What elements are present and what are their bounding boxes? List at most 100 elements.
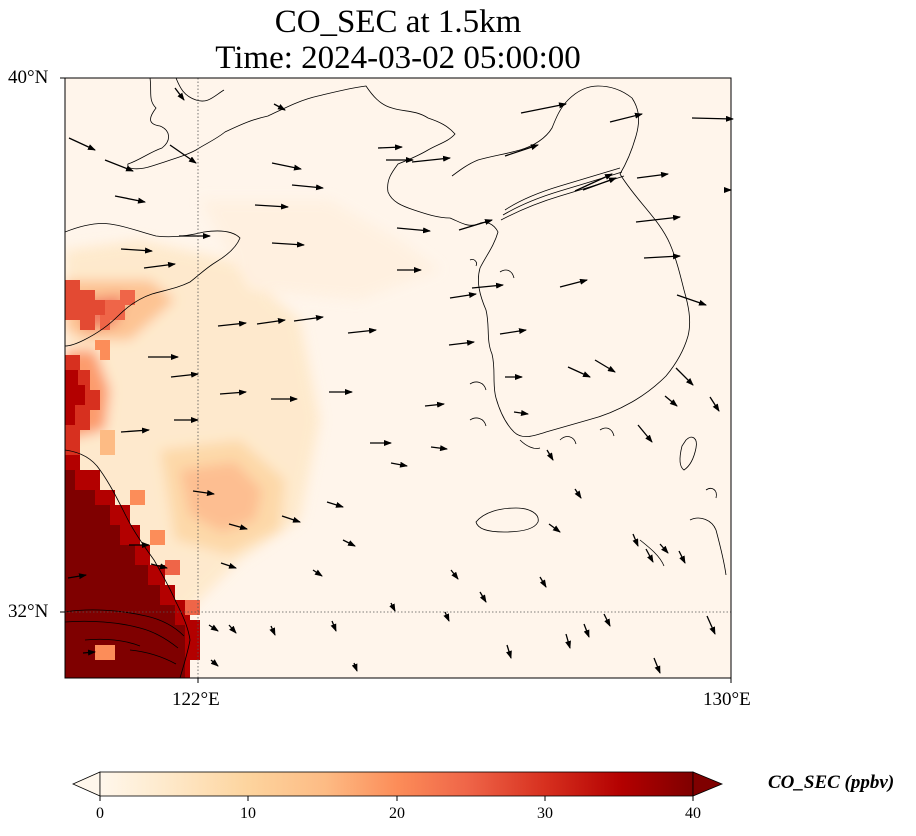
wind-arrow: [678, 550, 686, 564]
wind-arrow: [120, 427, 150, 434]
wind-arrow: [389, 602, 396, 612]
wind-arrow: [513, 410, 529, 416]
gridlines: [65, 78, 731, 678]
wind-arrow: [675, 367, 694, 386]
wind-arrow: [430, 445, 448, 452]
wind-arrow: [254, 203, 289, 210]
wind-arrow: [208, 624, 219, 632]
wind-arrow: [68, 137, 96, 151]
wind-arrow: [458, 219, 493, 231]
high-concentration-band: [65, 280, 200, 678]
wind-arrow: [120, 247, 153, 254]
wind-arrow: [377, 144, 403, 151]
colorbar-tick-0: 0: [96, 805, 104, 822]
lat-label-32: 32°N: [8, 601, 49, 622]
wind-arrow: [271, 162, 302, 171]
wind-arrow: [220, 562, 237, 569]
wind-arrow: [594, 359, 616, 373]
wind-arrow: [565, 633, 571, 649]
wind-arrow: [330, 620, 337, 632]
wind-arrow: [583, 623, 590, 638]
wind-arrow: [210, 659, 219, 667]
lon-label-122: 122°E: [172, 689, 220, 710]
wind-arrow: [506, 644, 512, 659]
wind-arrow: [411, 155, 451, 163]
wind-arrow: [449, 292, 477, 299]
wind-arrow: [256, 318, 286, 325]
map-title: CO_SEC at 1.5km: [274, 4, 522, 40]
wind-arrow: [635, 214, 681, 223]
wind-arrow: [169, 144, 197, 164]
wind-arrow: [228, 523, 248, 531]
wind-arrow: [548, 523, 561, 533]
coastlines: [65, 78, 727, 678]
wind-arrow: [174, 87, 185, 101]
wind-arrow: [567, 366, 591, 378]
wind-arrow: [114, 195, 146, 204]
wind-arrow: [293, 314, 324, 322]
wind-arrow: [636, 171, 669, 179]
wind-arrow: [709, 396, 720, 412]
colorbar-tick-30: 30: [537, 805, 553, 822]
wind-arrow: [546, 449, 554, 461]
colorbar-tick-10: 10: [240, 805, 256, 822]
lon-label-130: 130°E: [703, 689, 751, 710]
wind-arrow: [271, 241, 305, 248]
wind-arrow: [450, 569, 459, 580]
wind-vectors: [67, 87, 734, 674]
wind-arrow: [653, 657, 661, 674]
wind-arrow: [582, 177, 617, 191]
colorbar-extend-max: [692, 771, 724, 797]
wind-arrow: [312, 569, 323, 577]
map-frame: [64, 77, 732, 679]
wind-arrow: [143, 261, 176, 269]
wind-arrow: [504, 144, 539, 157]
wind-arrow: [170, 371, 199, 378]
lat-label-40: 40°N: [8, 67, 49, 88]
colorbar-gradient: [99, 771, 694, 797]
wind-arrow: [659, 543, 669, 554]
colorbar-tick-20: 20: [389, 805, 405, 822]
wind-arrow: [219, 389, 247, 396]
wind-arrow: [326, 501, 344, 508]
wind-arrow: [443, 611, 450, 622]
wind-arrow: [637, 424, 653, 443]
wind-arrow: [291, 184, 324, 191]
wind-arrow: [539, 576, 547, 588]
wind-arrow: [643, 253, 681, 260]
wind-arrow: [150, 563, 168, 570]
wind-arrow: [632, 533, 639, 547]
wind-arrow: [424, 401, 445, 408]
wind-arrow: [603, 613, 611, 627]
wind-arrow: [281, 515, 301, 523]
wind-arrow: [347, 327, 377, 334]
wind-arrow: [479, 591, 487, 603]
colorbar-label: CO_SEC (ppbv): [768, 772, 895, 793]
wind-arrow: [67, 573, 87, 580]
wind-arrow: [559, 278, 588, 288]
wind-arrow: [664, 395, 678, 407]
wind-arrow: [609, 112, 643, 123]
map-subtitle-time: Time: 2024-03-02 05:00:00: [215, 40, 581, 76]
wind-arrow: [228, 624, 237, 634]
wind-arrow: [396, 227, 431, 234]
wind-arrow: [520, 102, 567, 114]
wind-arrow: [217, 320, 247, 327]
axis-ticks: [60, 77, 732, 683]
wind-arrow: [390, 461, 408, 468]
wind-arrow: [342, 539, 356, 547]
wind-arrow: [706, 615, 716, 635]
wind-arrow: [192, 490, 215, 496]
wind-arrow: [499, 328, 527, 335]
wind-arrow: [351, 662, 358, 672]
wind-arrow: [574, 173, 613, 192]
colorbar-extend-min: [72, 771, 101, 797]
wind-arrow: [676, 294, 707, 306]
colorbar: [72, 771, 724, 801]
wind-arrow: [645, 548, 654, 563]
wind-arrow: [82, 649, 96, 656]
wind-arrow: [104, 159, 134, 172]
concentration-field: [65, 200, 440, 678]
wind-arrow: [448, 339, 475, 346]
